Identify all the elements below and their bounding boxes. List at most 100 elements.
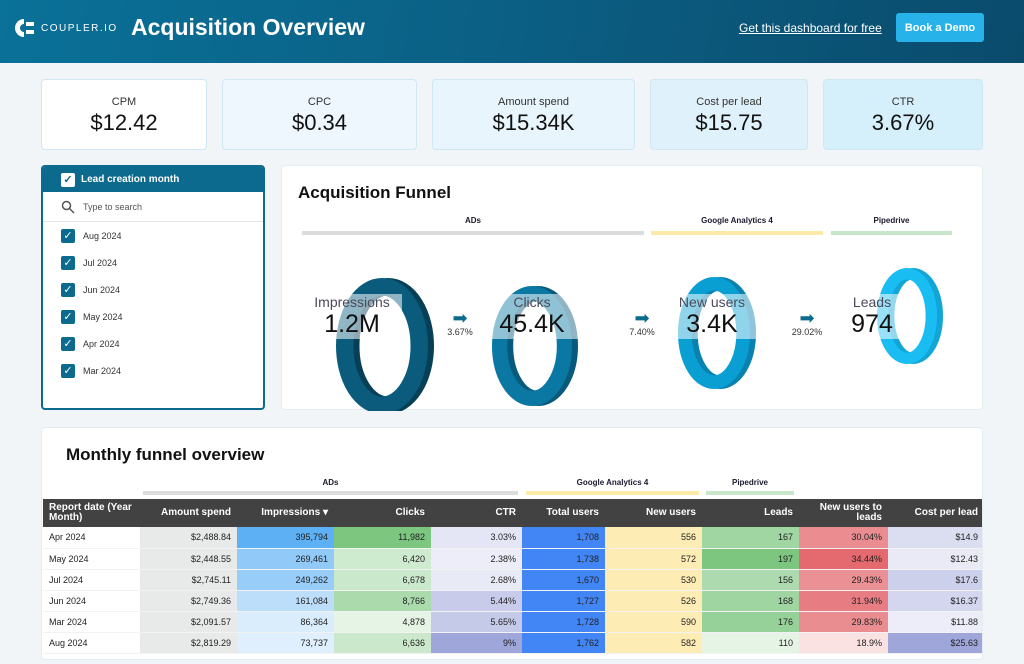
- table-cell: 582: [605, 632, 702, 654]
- checkbox-icon[interactable]: ✓: [61, 255, 75, 270]
- table-group-label: Google Analytics 4: [576, 478, 649, 487]
- get-dashboard-link[interactable]: Get this dashboard for free: [739, 21, 882, 35]
- book-demo-button[interactable]: Book a Demo: [896, 13, 984, 42]
- table-cell: 4,878: [334, 611, 431, 633]
- table-cell: 1,738: [522, 548, 605, 570]
- conversion-value: 7.40%: [629, 327, 655, 337]
- table-group-bar: [526, 491, 699, 495]
- table-cell: 73,737: [237, 632, 334, 654]
- filter-option[interactable]: ✓ Jun 2024: [43, 276, 263, 303]
- search-icon: [61, 200, 75, 214]
- table-cell: $14.9: [888, 527, 982, 549]
- table-cell: Apr 2024: [43, 527, 140, 549]
- table-cell: Mar 2024: [43, 611, 140, 633]
- kpi-value: $15.75: [695, 110, 763, 135]
- table-row[interactable]: Aug 2024 $2,819.29 73,737 6,636 9% 1,762 582 11…: [43, 632, 982, 654]
- checkbox-icon[interactable]: ✓: [61, 363, 75, 378]
- column-header[interactable]: Report date (Year Month): [43, 499, 140, 527]
- funnel-group-label: ADs: [464, 216, 481, 225]
- funnel-stage: Impressions 1.2M: [302, 294, 402, 339]
- filter-option[interactable]: ✓ May 2024: [43, 303, 263, 330]
- table-cell: 11,982: [334, 527, 431, 549]
- filter-option[interactable]: ✓ Aug 2024: [43, 222, 263, 249]
- kpi-label: Amount spend: [498, 96, 569, 108]
- kpi-label: CPM: [111, 96, 137, 108]
- page-title: Acquisition Overview: [131, 14, 365, 40]
- checkbox-icon[interactable]: ✓: [61, 282, 75, 297]
- table-cell: 1,762: [522, 632, 605, 654]
- table-cell: 6,636: [334, 632, 431, 654]
- conversion-rate: ➡ 3.67%: [440, 309, 480, 337]
- filter-search-input[interactable]: Type to search: [43, 192, 263, 222]
- filter-title: Lead creation month: [81, 174, 180, 185]
- coupler-logo[interactable]: COUPLER.IO: [13, 17, 118, 39]
- monthly-table: Report date (Year Month) Amount spend Impr…: [43, 499, 982, 654]
- table-row[interactable]: Apr 2024 $2,488.84 395,794 11,982 3.03% 1,708…: [43, 527, 982, 549]
- table-cell: 590: [605, 611, 702, 633]
- checkbox-icon[interactable]: ✓: [61, 172, 75, 187]
- table-cell: Jul 2024: [43, 569, 140, 591]
- monthly-title: Monthly funnel overview: [66, 445, 265, 464]
- column-header[interactable]: New users: [605, 499, 702, 527]
- filter-option-label: May 2024: [83, 311, 123, 322]
- column-header[interactable]: CTR: [431, 499, 522, 527]
- stage-value: 45.4K: [499, 310, 565, 338]
- lead-month-filter[interactable]: ✓ Lead creation month Type to search ✓ Aug…: [41, 165, 265, 410]
- table-cell: 9%: [431, 632, 522, 654]
- table-cell: 161,084: [237, 590, 334, 612]
- stage-value: 1.2M: [324, 310, 380, 338]
- kpi-label: CTR: [891, 96, 915, 108]
- conversion-rate: ➡ 7.40%: [622, 309, 662, 337]
- filter-select-all[interactable]: ✓ Lead creation month: [43, 167, 263, 192]
- column-header[interactable]: Amount spend: [140, 499, 237, 527]
- table-cell: 530: [605, 569, 702, 591]
- filter-option-label: Apr 2024: [83, 338, 120, 349]
- kpi-value: 3.67%: [871, 110, 935, 135]
- table-cell: Jun 2024: [43, 590, 140, 612]
- column-header[interactable]: Cost per lead: [888, 499, 982, 527]
- filter-option[interactable]: ✓ Jul 2024: [43, 249, 263, 276]
- column-header[interactable]: Clicks: [334, 499, 431, 527]
- conversion-value: 29.02%: [791, 327, 823, 337]
- arrow-right-icon: ➡: [799, 308, 815, 328]
- table-row[interactable]: May 2024 $2,448.55 269,461 6,420 2.38% 1,738 5…: [43, 548, 982, 570]
- filter-option-label: Jul 2024: [83, 257, 118, 268]
- table-cell: 526: [605, 590, 702, 612]
- column-header[interactable]: Leads: [702, 499, 799, 527]
- table-cell: 2.68%: [431, 569, 522, 591]
- filter-option[interactable]: ✓ Mar 2024: [43, 357, 263, 384]
- table-cell: 168: [702, 590, 799, 612]
- table-row[interactable]: Jul 2024 $2,745.11 249,262 6,678 2.68% 1,670 5…: [43, 569, 982, 591]
- table-cell: $2,819.29: [140, 632, 237, 654]
- funnel-ring: [492, 285, 579, 407]
- table-group-bar: [706, 491, 794, 495]
- filter-option-label: Aug 2024: [83, 230, 122, 241]
- table-cell: 18.9%: [799, 632, 888, 654]
- stage-label: Clicks: [513, 294, 551, 310]
- filter-option[interactable]: ✓ Apr 2024: [43, 330, 263, 357]
- monthly-funnel-card: Monthly funnel overview ADs Google Analyt…: [41, 427, 983, 660]
- kpi-value: $12.42: [90, 110, 158, 135]
- column-header[interactable]: Total users: [522, 499, 605, 527]
- stage-label: New users: [678, 294, 746, 310]
- table-cell: 30.04%: [799, 527, 888, 549]
- table-cell: $2,091.57: [140, 611, 237, 633]
- table-cell: 3.03%: [431, 527, 522, 549]
- conversion-value: 3.67%: [447, 327, 473, 337]
- column-header[interactable]: New users to leads: [799, 499, 888, 527]
- table-row[interactable]: Mar 2024 $2,091.57 86,364 4,878 5.65% 1,728 59…: [43, 611, 982, 633]
- filter-option-label: Jun 2024: [83, 284, 121, 295]
- checkbox-icon[interactable]: ✓: [61, 336, 75, 351]
- table-cell: 1,708: [522, 527, 605, 549]
- table-row[interactable]: Jun 2024 $2,749.36 161,084 8,766 5.44% 1,727 5…: [43, 590, 982, 612]
- column-header[interactable]: Impressions ▾: [237, 499, 334, 527]
- table-cell: $2,448.55: [140, 548, 237, 570]
- table-cell: 167: [702, 527, 799, 549]
- checkbox-icon[interactable]: ✓: [61, 309, 75, 324]
- table-cell: 395,794: [237, 527, 334, 549]
- table-cell: 5.44%: [431, 590, 522, 612]
- table-cell: 29.43%: [799, 569, 888, 591]
- checkbox-icon[interactable]: ✓: [61, 228, 75, 243]
- acquisition-funnel-card: Acquisition Funnel ADs Google Analytics 4…: [281, 165, 983, 411]
- funnel-group-bar: [831, 231, 952, 235]
